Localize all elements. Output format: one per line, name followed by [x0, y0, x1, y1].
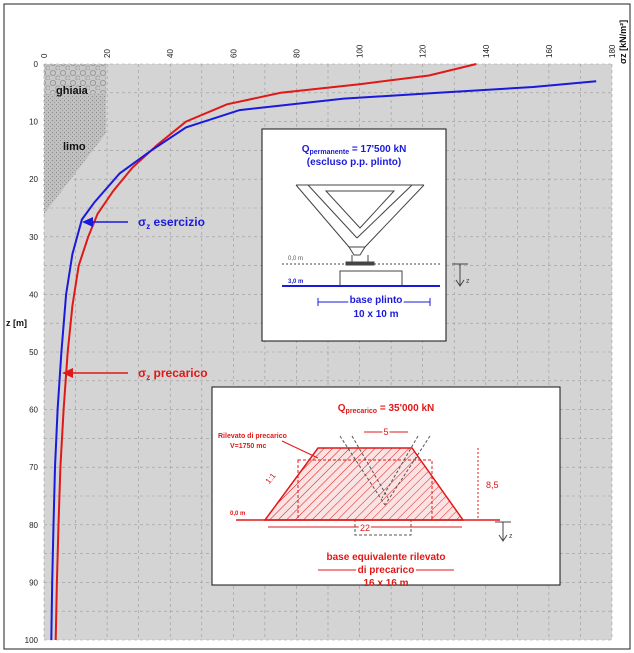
y-axis-label: z [m] — [6, 318, 27, 328]
svg-text:5: 5 — [383, 427, 388, 437]
svg-text:Qpermanente = 17'500 kN: Qpermanente = 17'500 kN — [302, 144, 407, 156]
svg-text:16 x 16 m: 16 x 16 m — [363, 578, 408, 589]
svg-text:8,5: 8,5 — [486, 480, 499, 490]
y-tick-label: 60 — [29, 406, 38, 415]
silt-layer — [44, 93, 106, 214]
annotation-esercizio: σz esercizio — [82, 215, 205, 231]
svg-text:0,0 m: 0,0 m — [230, 511, 245, 517]
svg-text:σz esercizio: σz esercizio — [138, 215, 205, 231]
series-line-precarico — [54, 63, 477, 641]
svg-text:(escluso p.p. plinto): (escluso p.p. plinto) — [307, 157, 401, 168]
svg-text:10 x 10 m: 10 x 10 m — [353, 309, 398, 320]
x-tick-label: 180 — [608, 44, 617, 58]
y-tick-label: 10 — [29, 118, 38, 127]
svg-text:z: z — [466, 278, 470, 285]
annotation-precarico: σz precarico — [62, 366, 208, 382]
soil-layers: ghiaia limo — [44, 64, 106, 214]
y-tick-label: 30 — [29, 233, 38, 242]
x-tick-label: 0 — [40, 53, 49, 58]
x-tick-label: 140 — [482, 44, 491, 58]
svg-text:V=1750 mc: V=1750 mc — [230, 443, 266, 450]
y-tick-label: 50 — [29, 348, 38, 357]
y-tick-label: 70 — [29, 463, 38, 472]
inset-footing: Qpermanente = 17'500 kN (escluso p.p. pl… — [261, 128, 470, 342]
y-tick-label: 20 — [29, 175, 38, 184]
y-tick-label: 40 — [29, 290, 38, 299]
series-line-esercizio — [50, 80, 597, 641]
y-tick-label: 100 — [25, 636, 39, 645]
silt-label: limo — [63, 141, 86, 153]
y-tick-labels: 0 10 20 30 40 50 60 70 80 90 100 — [25, 60, 39, 645]
gravel-label: ghiaia — [56, 85, 89, 97]
svg-text:σz precarico: σz precarico — [138, 366, 208, 382]
x-tick-label: 20 — [103, 49, 112, 58]
y-tick-label: 0 — [34, 60, 39, 69]
x-axis-unit-label: σz [kN/m²] — [618, 20, 628, 64]
x-tick-labels: 0 20 40 60 80 100 120 140 160 180 — [40, 44, 617, 58]
arrow-left-icon — [62, 368, 73, 378]
svg-text:22: 22 — [360, 523, 370, 533]
x-tick-label: 80 — [292, 49, 301, 58]
gravel-layer — [44, 64, 106, 93]
svg-text:Qprecarico = 35'000 kN: Qprecarico = 35'000 kN — [338, 403, 434, 415]
svg-text:base equivalente rilevato: base equivalente rilevato — [327, 552, 446, 563]
svg-text:3,0 m: 3,0 m — [288, 279, 303, 285]
x-tick-label: 60 — [229, 49, 238, 58]
arrow-left-icon — [82, 217, 93, 227]
svg-text:z: z — [509, 533, 513, 540]
svg-text:Rilevato di precarico: Rilevato di precarico — [218, 433, 287, 440]
x-tick-label: 160 — [545, 44, 554, 58]
y-tick-label: 80 — [29, 521, 38, 530]
svg-text:0,0 m: 0,0 m — [288, 256, 303, 262]
svg-text:base plinto: base plinto — [350, 295, 403, 306]
svg-text:di precarico: di precarico — [358, 565, 415, 576]
x-tick-label: 120 — [419, 44, 428, 58]
x-tick-label: 40 — [166, 49, 175, 58]
y-tick-label: 90 — [29, 578, 38, 587]
x-tick-label: 100 — [356, 44, 365, 58]
inset-embankment: Qprecarico = 35'000 kN 0,0 m Rilevato di… — [211, 386, 561, 589]
